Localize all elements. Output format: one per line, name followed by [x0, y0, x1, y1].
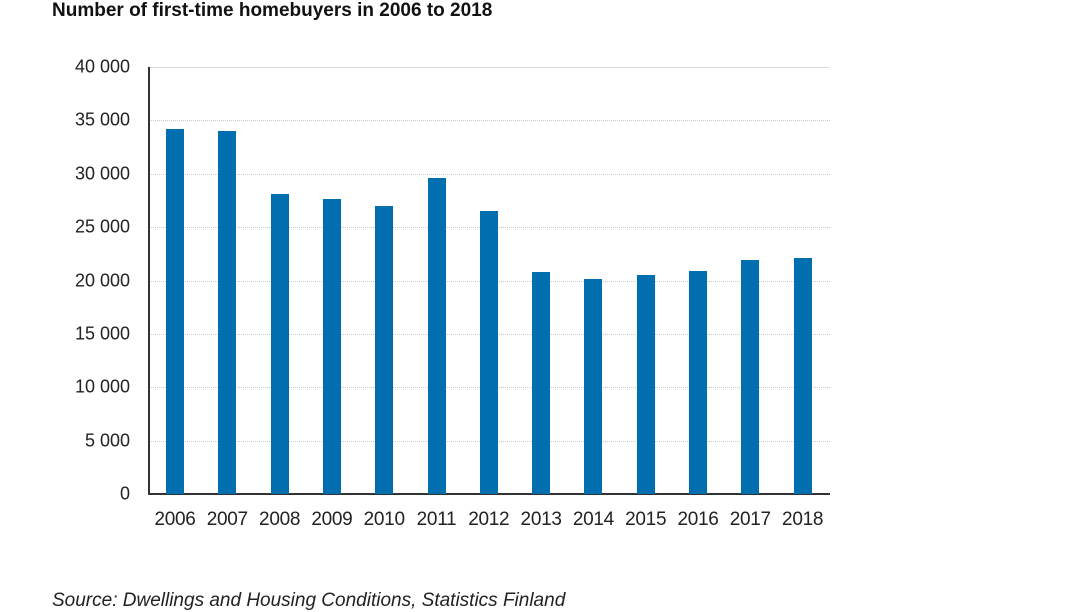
x-tick-label: 2006: [154, 509, 196, 530]
y-tick-label: 10 000: [74, 376, 130, 397]
bar-2011[interactable]: [427, 178, 446, 494]
bar-2014[interactable]: [584, 279, 603, 494]
gridline: [148, 67, 830, 68]
x-tick-label: 2009: [311, 509, 353, 530]
x-tick-label: 2018: [782, 509, 824, 530]
x-tick-label: 2017: [729, 509, 771, 530]
bar-2018[interactable]: [793, 258, 812, 494]
x-tick-label: 2010: [363, 509, 405, 530]
bar-2009[interactable]: [322, 199, 341, 494]
x-tick-label: 2012: [468, 509, 510, 530]
x-tick-label: 2008: [259, 509, 301, 530]
gridline: [148, 120, 830, 122]
bar-2012[interactable]: [479, 211, 498, 494]
y-tick-label: 40 000: [74, 56, 130, 77]
y-tick-label: 30 000: [74, 163, 130, 184]
x-tick-label: 2015: [625, 509, 667, 530]
bar-2008[interactable]: [270, 194, 289, 494]
x-tick-label: 2013: [520, 509, 562, 530]
bar-2010[interactable]: [375, 205, 394, 494]
y-axis-line: [148, 67, 150, 494]
bar-2015[interactable]: [636, 275, 655, 494]
x-axis-line: [148, 493, 830, 495]
chart-title: Number of first-time homebuyers in 2006 …: [52, 0, 493, 21]
plot-area: [148, 67, 830, 495]
x-tick-label: 2016: [677, 509, 719, 530]
y-tick-label: 25 000: [74, 216, 130, 237]
gridline: [148, 173, 830, 175]
bar-2007[interactable]: [218, 131, 237, 494]
x-tick-label: 2014: [572, 509, 614, 530]
source-note: Source: Dwellings and Housing Conditions…: [52, 590, 566, 611]
y-tick-label: 0: [119, 483, 130, 504]
y-tick-label: 35 000: [74, 109, 130, 130]
bar-2006[interactable]: [166, 128, 184, 494]
y-tick-label: 5 000: [84, 430, 130, 451]
x-tick-label: 2011: [416, 509, 457, 530]
bar-2013[interactable]: [532, 271, 551, 494]
y-tick-label: 20 000: [74, 270, 130, 290]
x-tick-label: 2007: [206, 509, 248, 530]
bar-2016[interactable]: [689, 270, 707, 494]
bar-2017[interactable]: [741, 260, 760, 494]
y-tick-label: 15 000: [74, 323, 130, 344]
